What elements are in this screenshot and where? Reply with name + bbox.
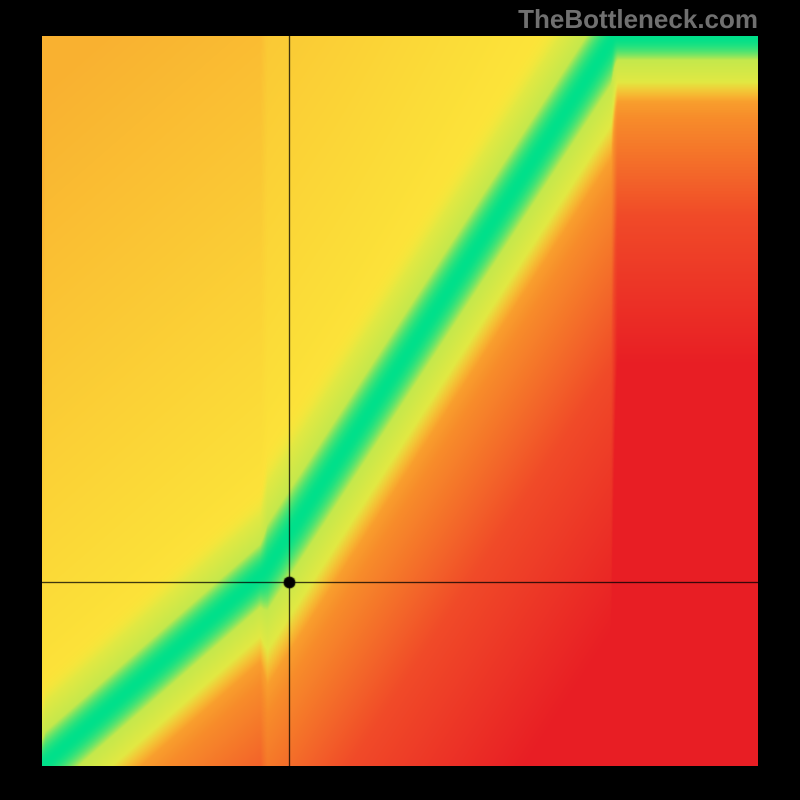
watermark-text: TheBottleneck.com <box>518 4 758 35</box>
bottleneck-heatmap <box>42 36 758 766</box>
